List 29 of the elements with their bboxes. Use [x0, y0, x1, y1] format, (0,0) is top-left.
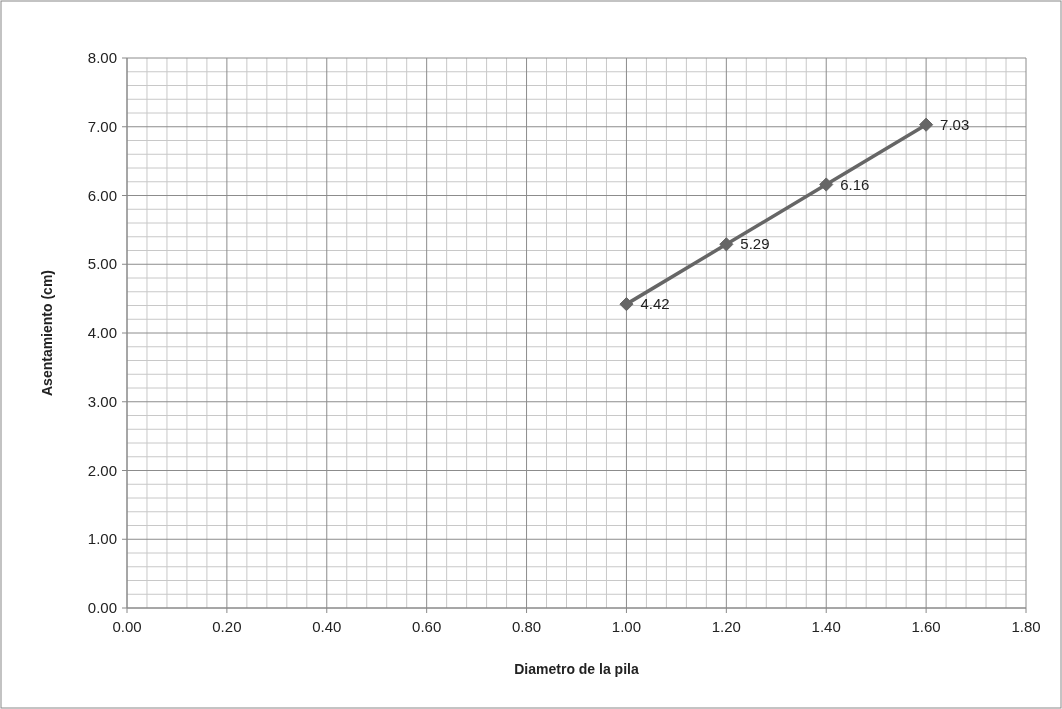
x-tick-label: 1.40 [811, 618, 841, 635]
point [619, 297, 634, 312]
y-tick-label: 7.00 [87, 117, 117, 135]
x-tick-label: 0.80 [511, 618, 542, 635]
y-tick-label: 6.00 [87, 186, 117, 204]
y-tick-label: 4.00 [87, 324, 117, 341]
data-label: 5.29 [740, 235, 770, 253]
data-label: 7.03 [940, 115, 970, 133]
x-tick-label: 0.00 [112, 618, 142, 635]
y-tick-label: 3.00 [87, 392, 117, 410]
point [919, 117, 934, 132]
y-tick-label: 2.00 [87, 461, 117, 479]
y-tick-label: 5.00 [87, 255, 117, 273]
y-tick-label: 0.00 [87, 599, 117, 616]
point [719, 237, 734, 252]
x-tick-label: 0.20 [212, 618, 242, 635]
x-tick-label: 1.00 [611, 618, 642, 635]
y-tick-label: 1.00 [87, 530, 117, 548]
x-tick-label: 1.80 [1011, 618, 1041, 635]
y-tick-label: 8.00 [87, 49, 117, 66]
data-label: 4.42 [640, 295, 670, 313]
point [819, 177, 834, 192]
x-tick-label: 0.40 [312, 618, 342, 635]
x-tick-label: 1.60 [911, 618, 941, 635]
y-axis-title: Asentamiento (cm) [39, 269, 55, 397]
x-tick-label: 1.20 [711, 618, 741, 635]
x-axis-title: Diametro de la pila [514, 661, 639, 677]
x-tick-label: 0.60 [412, 618, 442, 635]
data-label: 6.16 [840, 175, 870, 193]
